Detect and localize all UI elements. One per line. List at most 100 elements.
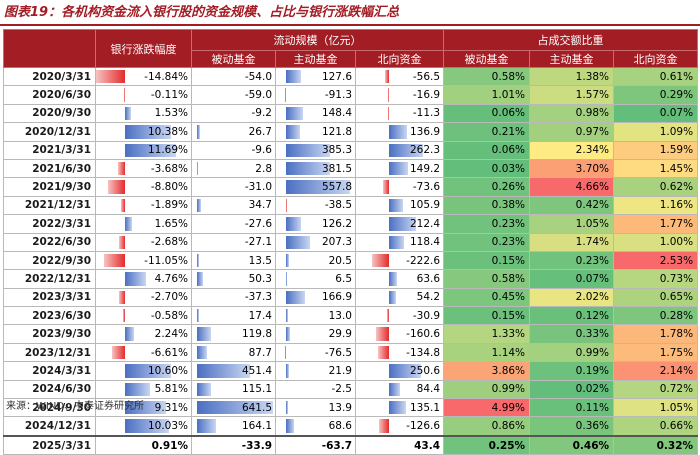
value-text: 29.9 xyxy=(276,328,355,340)
value-text: 4.76% xyxy=(96,273,191,285)
flow-north-cell: 118.4 xyxy=(356,233,444,251)
value-text: -1.89% xyxy=(96,199,191,211)
value-text: 381.5 xyxy=(276,163,355,175)
bank-change-cell: -0.11% xyxy=(96,86,192,104)
flow-passive-cell: 641.5 xyxy=(192,399,276,417)
share-active-cell: 0.36% xyxy=(530,417,614,436)
share-passive-cell: 0.25% xyxy=(444,436,530,455)
value-text: -9.2 xyxy=(192,107,275,119)
share-active-cell: 0.12% xyxy=(530,307,614,325)
value-text: 10.38% xyxy=(96,126,191,138)
value-text: 0.91% xyxy=(96,440,191,452)
date-cell: 2021/6/30 xyxy=(4,159,96,177)
flow-north-cell: -126.6 xyxy=(356,417,444,436)
date-cell: 2020/6/30 xyxy=(4,86,96,104)
flow-active-cell: 121.8 xyxy=(276,123,356,141)
flow-passive-cell: -37.3 xyxy=(192,288,276,306)
flow-north-cell: 135.1 xyxy=(356,399,444,417)
value-text: -16.9 xyxy=(356,89,443,101)
flow-active-cell: -38.5 xyxy=(276,196,356,214)
value-text: 13.0 xyxy=(276,310,355,322)
share-north-cell: 1.75% xyxy=(614,343,698,361)
flow-active-cell: 127.6 xyxy=(276,68,356,86)
flow-north-cell: 54.2 xyxy=(356,288,444,306)
share-passive-cell: 0.06% xyxy=(444,141,530,159)
value-text: -56.5 xyxy=(356,71,443,83)
value-text: 148.4 xyxy=(276,107,355,119)
value-text: -38.5 xyxy=(276,199,355,211)
flow-active-cell: 148.4 xyxy=(276,104,356,122)
title-rule xyxy=(0,24,700,26)
value-text: 21.9 xyxy=(276,365,355,377)
value-text: -14.84% xyxy=(96,71,191,83)
flow-north-cell: -16.9 xyxy=(356,86,444,104)
flow-active-cell: 166.9 xyxy=(276,288,356,306)
share-passive-cell: 0.45% xyxy=(444,288,530,306)
value-text: 1.53% xyxy=(96,107,191,119)
flow-north-cell: -222.6 xyxy=(356,251,444,269)
header-flow-north: 北向资金 xyxy=(356,51,444,68)
value-text: 105.9 xyxy=(356,199,443,211)
value-text: -2.5 xyxy=(276,383,355,395)
flow-active-cell: 126.2 xyxy=(276,215,356,233)
value-text: 149.2 xyxy=(356,163,443,175)
flow-north-cell: 250.6 xyxy=(356,362,444,380)
value-text: 10.60% xyxy=(96,365,191,377)
flow-table: 银行涨跌幅度 流动规模（亿元） 占成交额比重 被动基金 主动基金 北向资金 被动… xyxy=(3,29,698,455)
value-text: -76.5 xyxy=(276,347,355,359)
date-cell: 2025/3/31 xyxy=(4,436,96,455)
flow-passive-cell: -54.0 xyxy=(192,68,276,86)
value-text: 63.6 xyxy=(356,273,443,285)
share-active-cell: 0.97% xyxy=(530,123,614,141)
flow-passive-cell: 17.4 xyxy=(192,307,276,325)
flow-north-cell: 105.9 xyxy=(356,196,444,214)
bank-change-cell: -0.58% xyxy=(96,307,192,325)
share-north-cell: 1.77% xyxy=(614,215,698,233)
share-north-cell: 0.72% xyxy=(614,380,698,398)
flow-passive-cell: -9.2 xyxy=(192,104,276,122)
share-active-cell: 0.46% xyxy=(530,436,614,455)
flow-passive-cell: 115.1 xyxy=(192,380,276,398)
flow-north-cell: -160.6 xyxy=(356,325,444,343)
value-text: 136.9 xyxy=(356,126,443,138)
bank-change-cell: 0.91% xyxy=(96,436,192,455)
value-text: -27.1 xyxy=(192,236,275,248)
share-active-cell: 0.07% xyxy=(530,270,614,288)
value-text: -126.6 xyxy=(356,420,443,432)
bank-change-cell: -8.80% xyxy=(96,178,192,196)
flow-north-cell: -73.6 xyxy=(356,178,444,196)
flow-passive-cell: 119.8 xyxy=(192,325,276,343)
flow-north-cell: 262.3 xyxy=(356,141,444,159)
date-cell: 2021/3/31 xyxy=(4,141,96,159)
value-text: 43.4 xyxy=(356,440,443,452)
share-north-cell: 0.29% xyxy=(614,86,698,104)
bank-change-cell: 1.65% xyxy=(96,215,192,233)
value-text: -27.6 xyxy=(192,218,275,230)
share-passive-cell: 0.03% xyxy=(444,159,530,177)
value-text: 118.4 xyxy=(356,236,443,248)
header-share-group: 占成交额比重 xyxy=(444,30,698,51)
flow-passive-cell: -9.6 xyxy=(192,141,276,159)
flow-passive-cell: 87.7 xyxy=(192,343,276,361)
share-active-cell: 1.38% xyxy=(530,68,614,86)
value-text: -222.6 xyxy=(356,255,443,267)
date-cell: 2023/3/31 xyxy=(4,288,96,306)
value-text: 10.03% xyxy=(96,420,191,432)
bank-change-cell: -2.68% xyxy=(96,233,192,251)
flow-active-cell: 6.5 xyxy=(276,270,356,288)
share-north-cell: 0.28% xyxy=(614,307,698,325)
value-text: 451.4 xyxy=(192,365,275,377)
header-share-north: 北向资金 xyxy=(614,51,698,68)
value-text: -54.0 xyxy=(192,71,275,83)
flow-passive-cell: -59.0 xyxy=(192,86,276,104)
value-text: -6.61% xyxy=(96,347,191,359)
value-text: 119.8 xyxy=(192,328,275,340)
bank-change-cell: 4.76% xyxy=(96,270,192,288)
share-north-cell: 2.14% xyxy=(614,362,698,380)
